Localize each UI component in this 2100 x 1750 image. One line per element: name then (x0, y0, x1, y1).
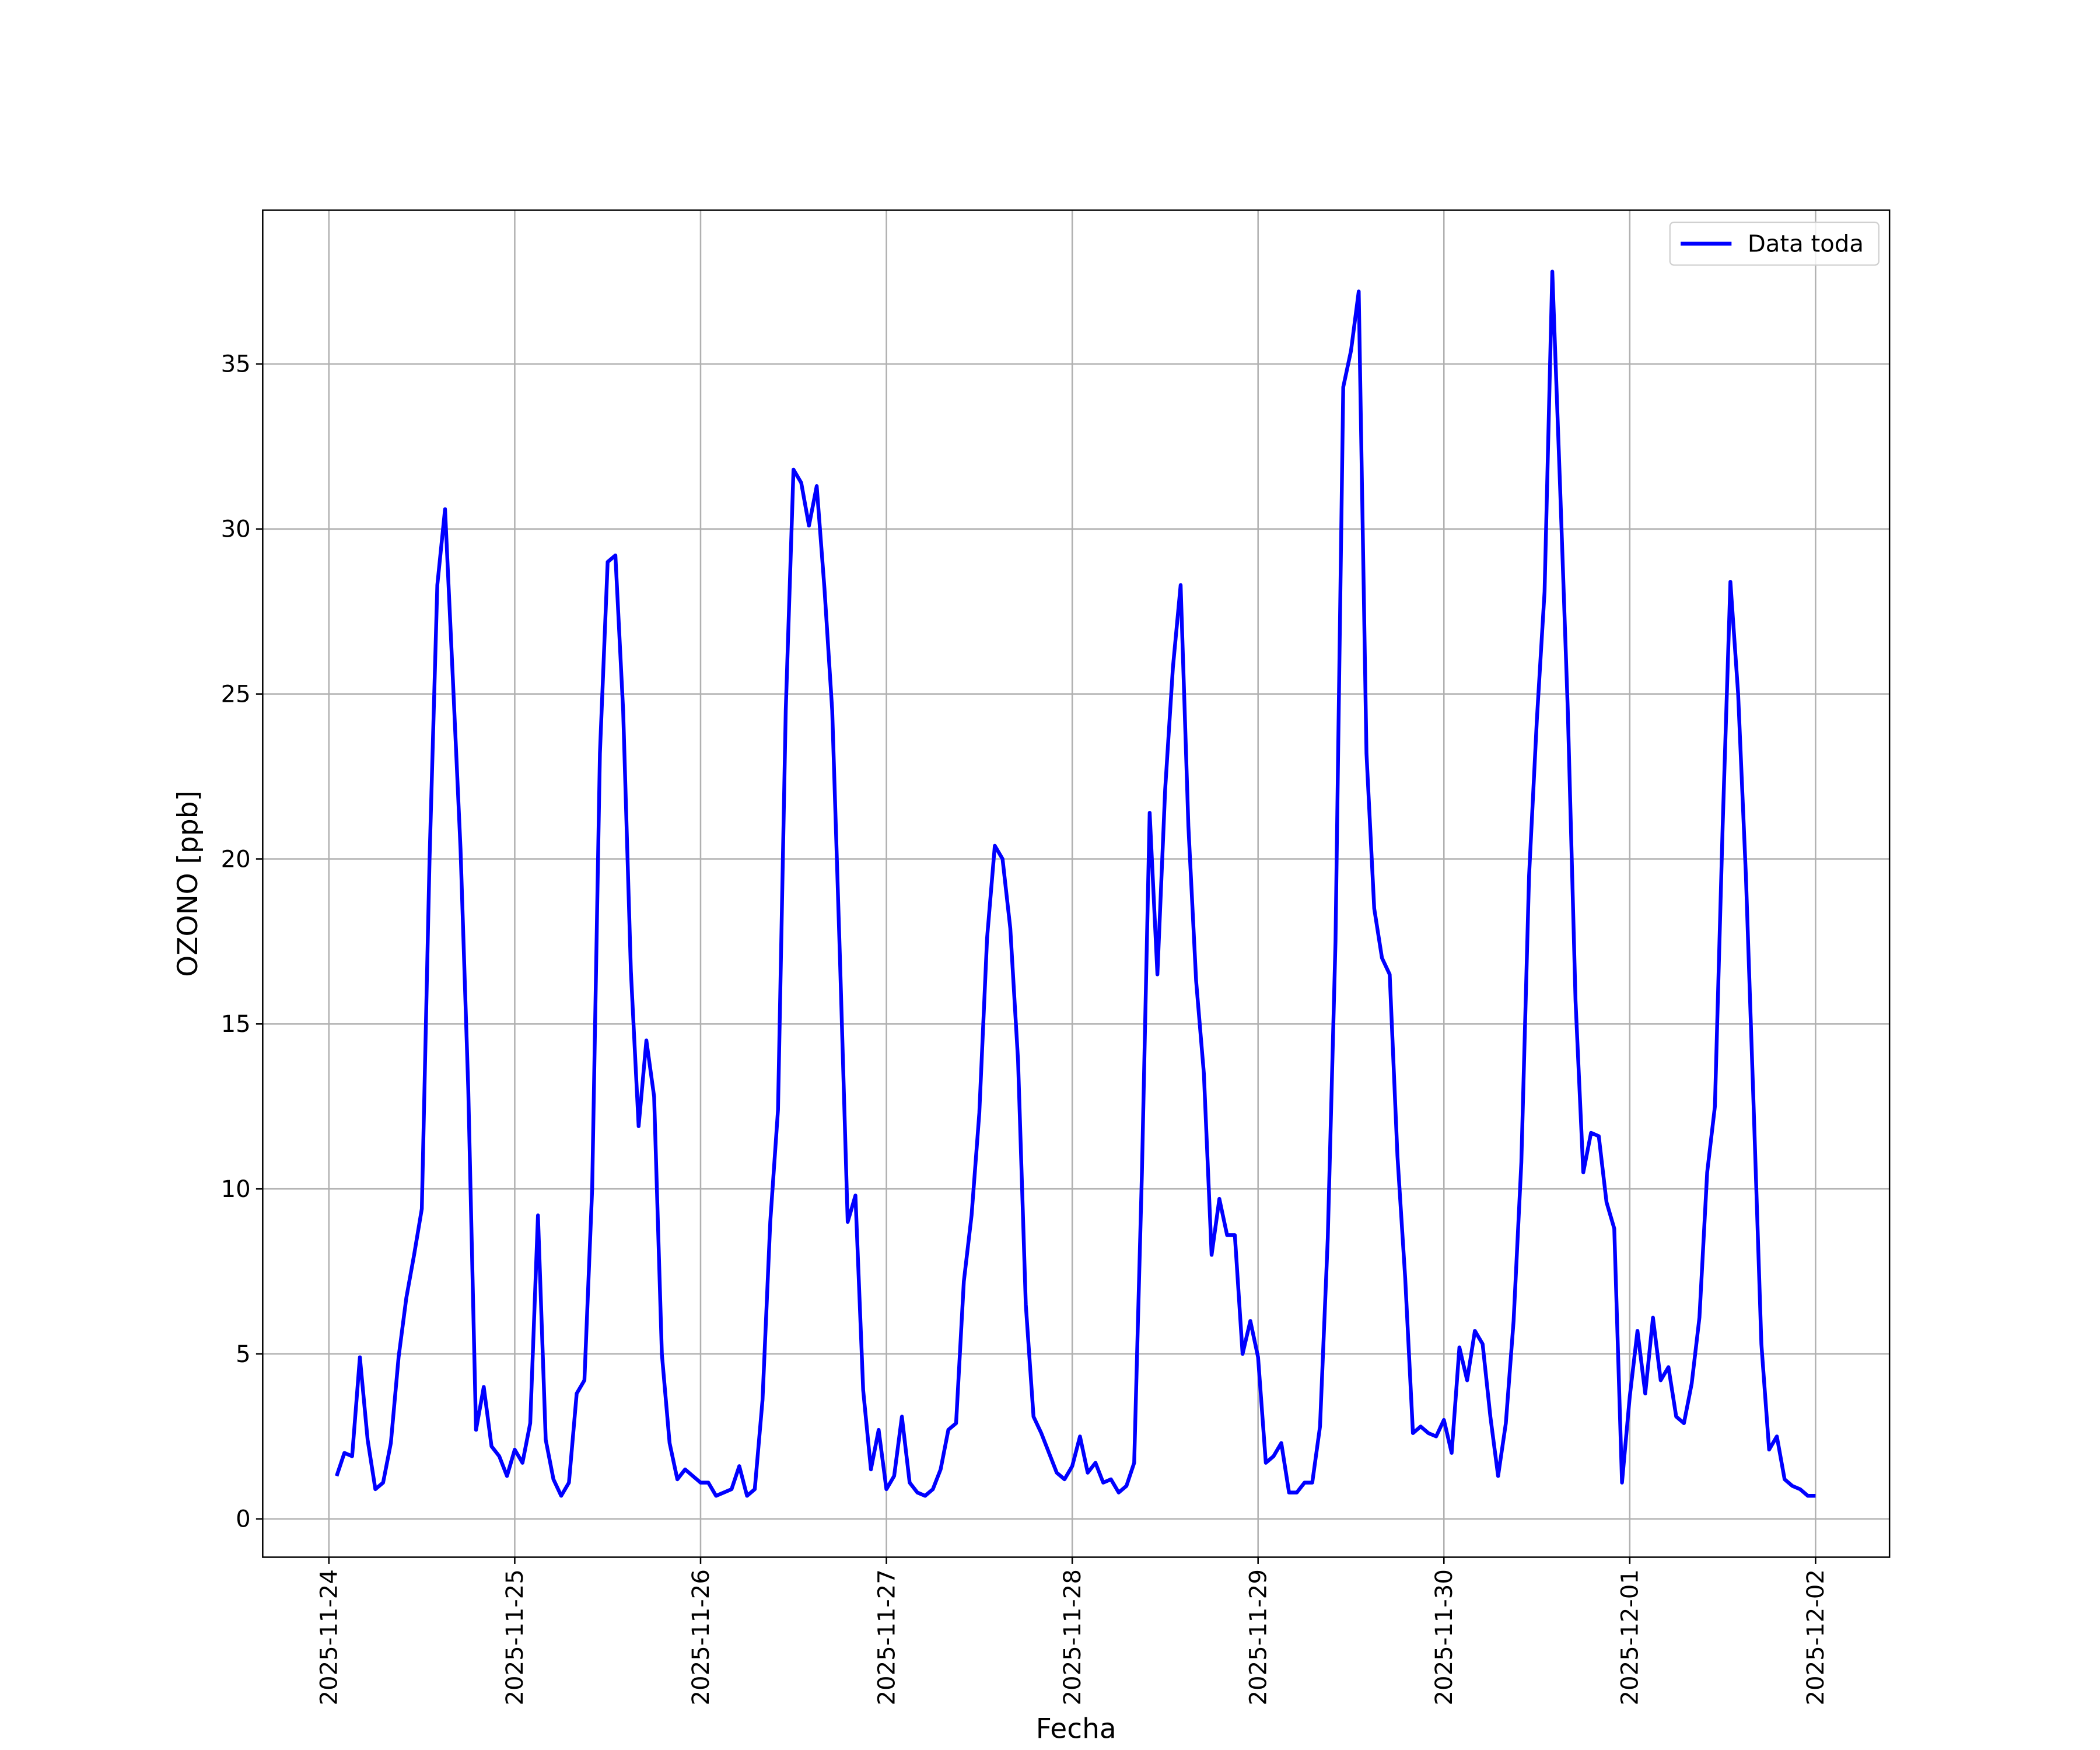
x-tick-label: 2025-11-30 (1431, 1569, 1458, 1705)
x-tick-label: 2025-11-29 (1245, 1569, 1272, 1705)
y-tick-label: 0 (236, 1506, 251, 1533)
x-tick-label: 2025-11-26 (688, 1569, 715, 1705)
x-tick-label: 2025-12-01 (1617, 1569, 1644, 1705)
legend-label: Data toda (1748, 231, 1864, 258)
x-tick-label: 2025-11-24 (316, 1569, 343, 1705)
y-tick-label: 20 (221, 846, 251, 873)
legend-box (1669, 221, 1880, 266)
x-axis-label: Fecha (1036, 1713, 1116, 1745)
x-tick-label: 2025-11-27 (873, 1569, 900, 1705)
y-tick-label: 25 (221, 681, 251, 708)
y-tick-label: 15 (221, 1011, 251, 1038)
y-tick-label: 35 (221, 351, 251, 378)
y-tick-label: 10 (221, 1176, 251, 1203)
x-tick-label: 2025-11-28 (1059, 1569, 1086, 1705)
y-tick-label: 30 (221, 516, 251, 543)
x-tick-label: 2025-12-02 (1803, 1569, 1829, 1705)
x-tick-label: 2025-11-25 (502, 1569, 528, 1705)
y-axis-label: OZONO [ppb] (172, 790, 204, 977)
data-line (335, 270, 1816, 1498)
plot-frame (262, 209, 1891, 1558)
y-tick-label: 5 (236, 1341, 251, 1368)
